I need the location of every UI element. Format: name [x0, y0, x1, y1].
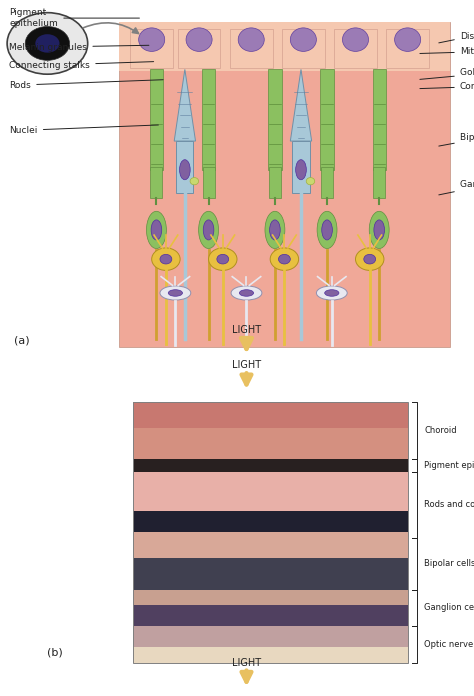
Text: LIGHT: LIGHT [232, 361, 261, 370]
Ellipse shape [265, 212, 285, 248]
Text: Pigment epithelium: Pigment epithelium [424, 461, 474, 470]
Text: Pigment
epithelium: Pigment epithelium [9, 8, 139, 28]
Ellipse shape [369, 212, 389, 248]
Text: LIGHT: LIGHT [232, 658, 261, 667]
Ellipse shape [394, 28, 421, 52]
FancyBboxPatch shape [202, 167, 215, 198]
Ellipse shape [160, 286, 191, 300]
FancyBboxPatch shape [133, 558, 408, 590]
FancyBboxPatch shape [133, 647, 408, 663]
FancyBboxPatch shape [268, 70, 282, 170]
Text: Ganglion cells: Ganglion cells [424, 603, 474, 612]
Text: Connecting stalks: Connecting stalks [9, 61, 154, 70]
Ellipse shape [203, 220, 214, 240]
Ellipse shape [296, 159, 306, 180]
Ellipse shape [306, 177, 315, 185]
Ellipse shape [146, 212, 166, 248]
Text: Bipolar cells: Bipolar cells [424, 559, 474, 568]
Polygon shape [174, 70, 195, 141]
Ellipse shape [239, 290, 254, 296]
Polygon shape [290, 70, 311, 141]
FancyBboxPatch shape [321, 167, 333, 198]
Text: Discs: Discs [439, 32, 474, 43]
Text: LIGHT: LIGHT [232, 325, 261, 335]
Ellipse shape [209, 248, 237, 270]
FancyBboxPatch shape [334, 29, 377, 68]
Ellipse shape [168, 290, 182, 296]
Ellipse shape [186, 28, 212, 52]
FancyBboxPatch shape [320, 70, 334, 170]
Text: Golgi apparatus: Golgi apparatus [420, 68, 474, 79]
FancyBboxPatch shape [282, 29, 325, 68]
Text: Mitochondria: Mitochondria [420, 47, 474, 56]
Ellipse shape [160, 254, 172, 264]
FancyBboxPatch shape [133, 626, 408, 647]
FancyBboxPatch shape [150, 70, 163, 170]
FancyBboxPatch shape [118, 22, 450, 70]
Text: Choroid: Choroid [424, 426, 457, 435]
FancyBboxPatch shape [269, 167, 281, 198]
Text: Melanin granules: Melanin granules [9, 42, 149, 52]
Ellipse shape [278, 254, 290, 264]
Circle shape [7, 13, 88, 74]
Circle shape [35, 34, 60, 53]
Ellipse shape [290, 28, 317, 52]
FancyBboxPatch shape [133, 532, 408, 558]
FancyBboxPatch shape [386, 29, 429, 68]
FancyBboxPatch shape [118, 22, 450, 347]
Ellipse shape [190, 177, 199, 185]
FancyBboxPatch shape [133, 428, 408, 459]
FancyBboxPatch shape [373, 167, 385, 198]
Text: Nuclei: Nuclei [9, 125, 158, 135]
FancyBboxPatch shape [133, 402, 408, 428]
Ellipse shape [138, 28, 165, 52]
Ellipse shape [325, 290, 339, 296]
FancyBboxPatch shape [373, 70, 386, 170]
FancyBboxPatch shape [130, 29, 173, 68]
Text: Rods and cones: Rods and cones [424, 500, 474, 509]
Ellipse shape [238, 28, 264, 52]
FancyBboxPatch shape [176, 141, 193, 193]
Ellipse shape [270, 248, 299, 270]
Ellipse shape [356, 248, 384, 270]
Text: Cone: Cone [420, 82, 474, 91]
Ellipse shape [180, 159, 190, 180]
Text: Optic nerve axons: Optic nerve axons [424, 640, 474, 649]
FancyBboxPatch shape [178, 29, 220, 68]
Ellipse shape [364, 254, 375, 264]
Ellipse shape [152, 248, 180, 270]
Text: (b): (b) [47, 647, 63, 658]
FancyBboxPatch shape [150, 167, 163, 198]
Ellipse shape [217, 254, 229, 264]
FancyBboxPatch shape [230, 29, 273, 68]
Ellipse shape [151, 220, 162, 240]
FancyBboxPatch shape [133, 473, 408, 512]
Circle shape [25, 26, 70, 61]
Ellipse shape [322, 220, 332, 240]
FancyBboxPatch shape [133, 590, 408, 606]
Ellipse shape [342, 28, 369, 52]
Text: Ganglion cell: Ganglion cell [439, 180, 474, 195]
FancyBboxPatch shape [202, 70, 215, 170]
Text: (a): (a) [14, 335, 30, 345]
Ellipse shape [231, 286, 262, 300]
Ellipse shape [316, 286, 347, 300]
Ellipse shape [270, 220, 280, 240]
FancyBboxPatch shape [292, 141, 310, 193]
Text: Bipolar cell: Bipolar cell [439, 133, 474, 146]
Text: Rods: Rods [9, 80, 163, 90]
Ellipse shape [374, 220, 384, 240]
FancyBboxPatch shape [133, 606, 408, 626]
Ellipse shape [199, 212, 219, 248]
Ellipse shape [317, 212, 337, 248]
FancyBboxPatch shape [133, 512, 408, 532]
FancyBboxPatch shape [133, 459, 408, 473]
